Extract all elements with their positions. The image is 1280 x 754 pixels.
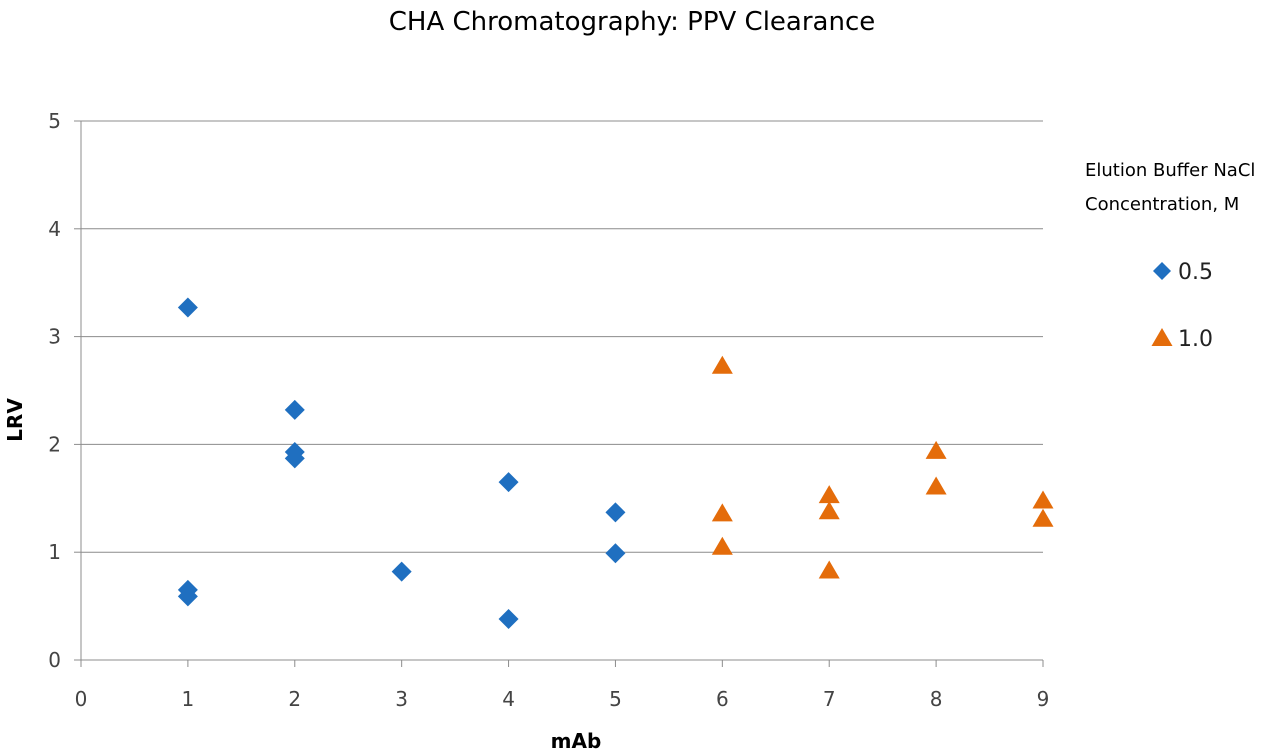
point-series-0.5-3 [284,399,305,420]
x-tick-label: 3 [395,687,408,711]
y-tick-labels: 0 1 2 3 4 5 [48,109,61,672]
x-tick-label: 0 [75,687,88,711]
legend-marker-0.5 [1153,262,1171,280]
point-series-1.0-3 [818,485,840,504]
y-tick-label: 3 [48,325,61,349]
x-tick-label: 1 [182,687,195,711]
point-series-0.5-8 [498,609,519,630]
point-series-1.0-2 [711,536,733,555]
data-points [177,297,1054,630]
point-series-0.5-2 [177,586,198,607]
legend-title-line2: Concentration, M [1085,194,1239,215]
x-tick-label: 9 [1037,687,1050,711]
legend-marker-1.0 [1151,328,1173,346]
x-tick-label: 5 [609,687,622,711]
x-tick-label: 6 [716,687,729,711]
point-series-0.5-9 [605,502,626,523]
point-series-1.0-4 [818,501,840,520]
point-series-1.0-9 [1032,508,1054,527]
legend-label-1.0: 1.0 [1178,327,1213,352]
x-axis-label: mAb [551,729,602,753]
y-axis-label: LRV [3,398,27,442]
legend-title-line1: Elution Buffer NaCl [1085,160,1255,181]
y-tick-label: 1 [48,540,61,564]
x-tick-label: 4 [502,687,515,711]
y-tick-label: 5 [48,109,61,133]
point-series-0.5-5 [284,448,305,469]
chart-title: CHA Chromatography: PPV Clearance [389,7,876,37]
legend: Elution Buffer NaCl Concentration, M 0.5… [1085,160,1255,352]
point-series-0.5-6 [391,561,412,582]
axes [74,120,1044,667]
point-series-1.0-1 [711,503,733,522]
point-series-1.0-8 [1032,490,1054,509]
point-series-1.0-5 [818,560,840,579]
legend-label-0.5: 0.5 [1178,260,1213,285]
point-series-1.0-7 [925,476,947,495]
x-tick-label: 7 [823,687,836,711]
gridlines [81,120,1043,553]
point-series-1.0-0 [711,355,733,374]
legend-items: 0.5 1.0 [1151,260,1213,352]
x-tick-labels: 0 1 2 3 4 5 6 7 8 9 [75,687,1050,711]
point-series-0.5-10 [605,543,626,564]
point-series-0.5-7 [498,472,519,493]
y-tick-label: 0 [48,648,61,672]
point-series-0.5-0 [177,297,198,318]
y-tick-label: 2 [48,432,61,456]
x-tick-label: 2 [288,687,301,711]
point-series-1.0-6 [925,440,947,459]
y-tick-label: 4 [48,217,61,241]
x-tick-label: 8 [930,687,943,711]
